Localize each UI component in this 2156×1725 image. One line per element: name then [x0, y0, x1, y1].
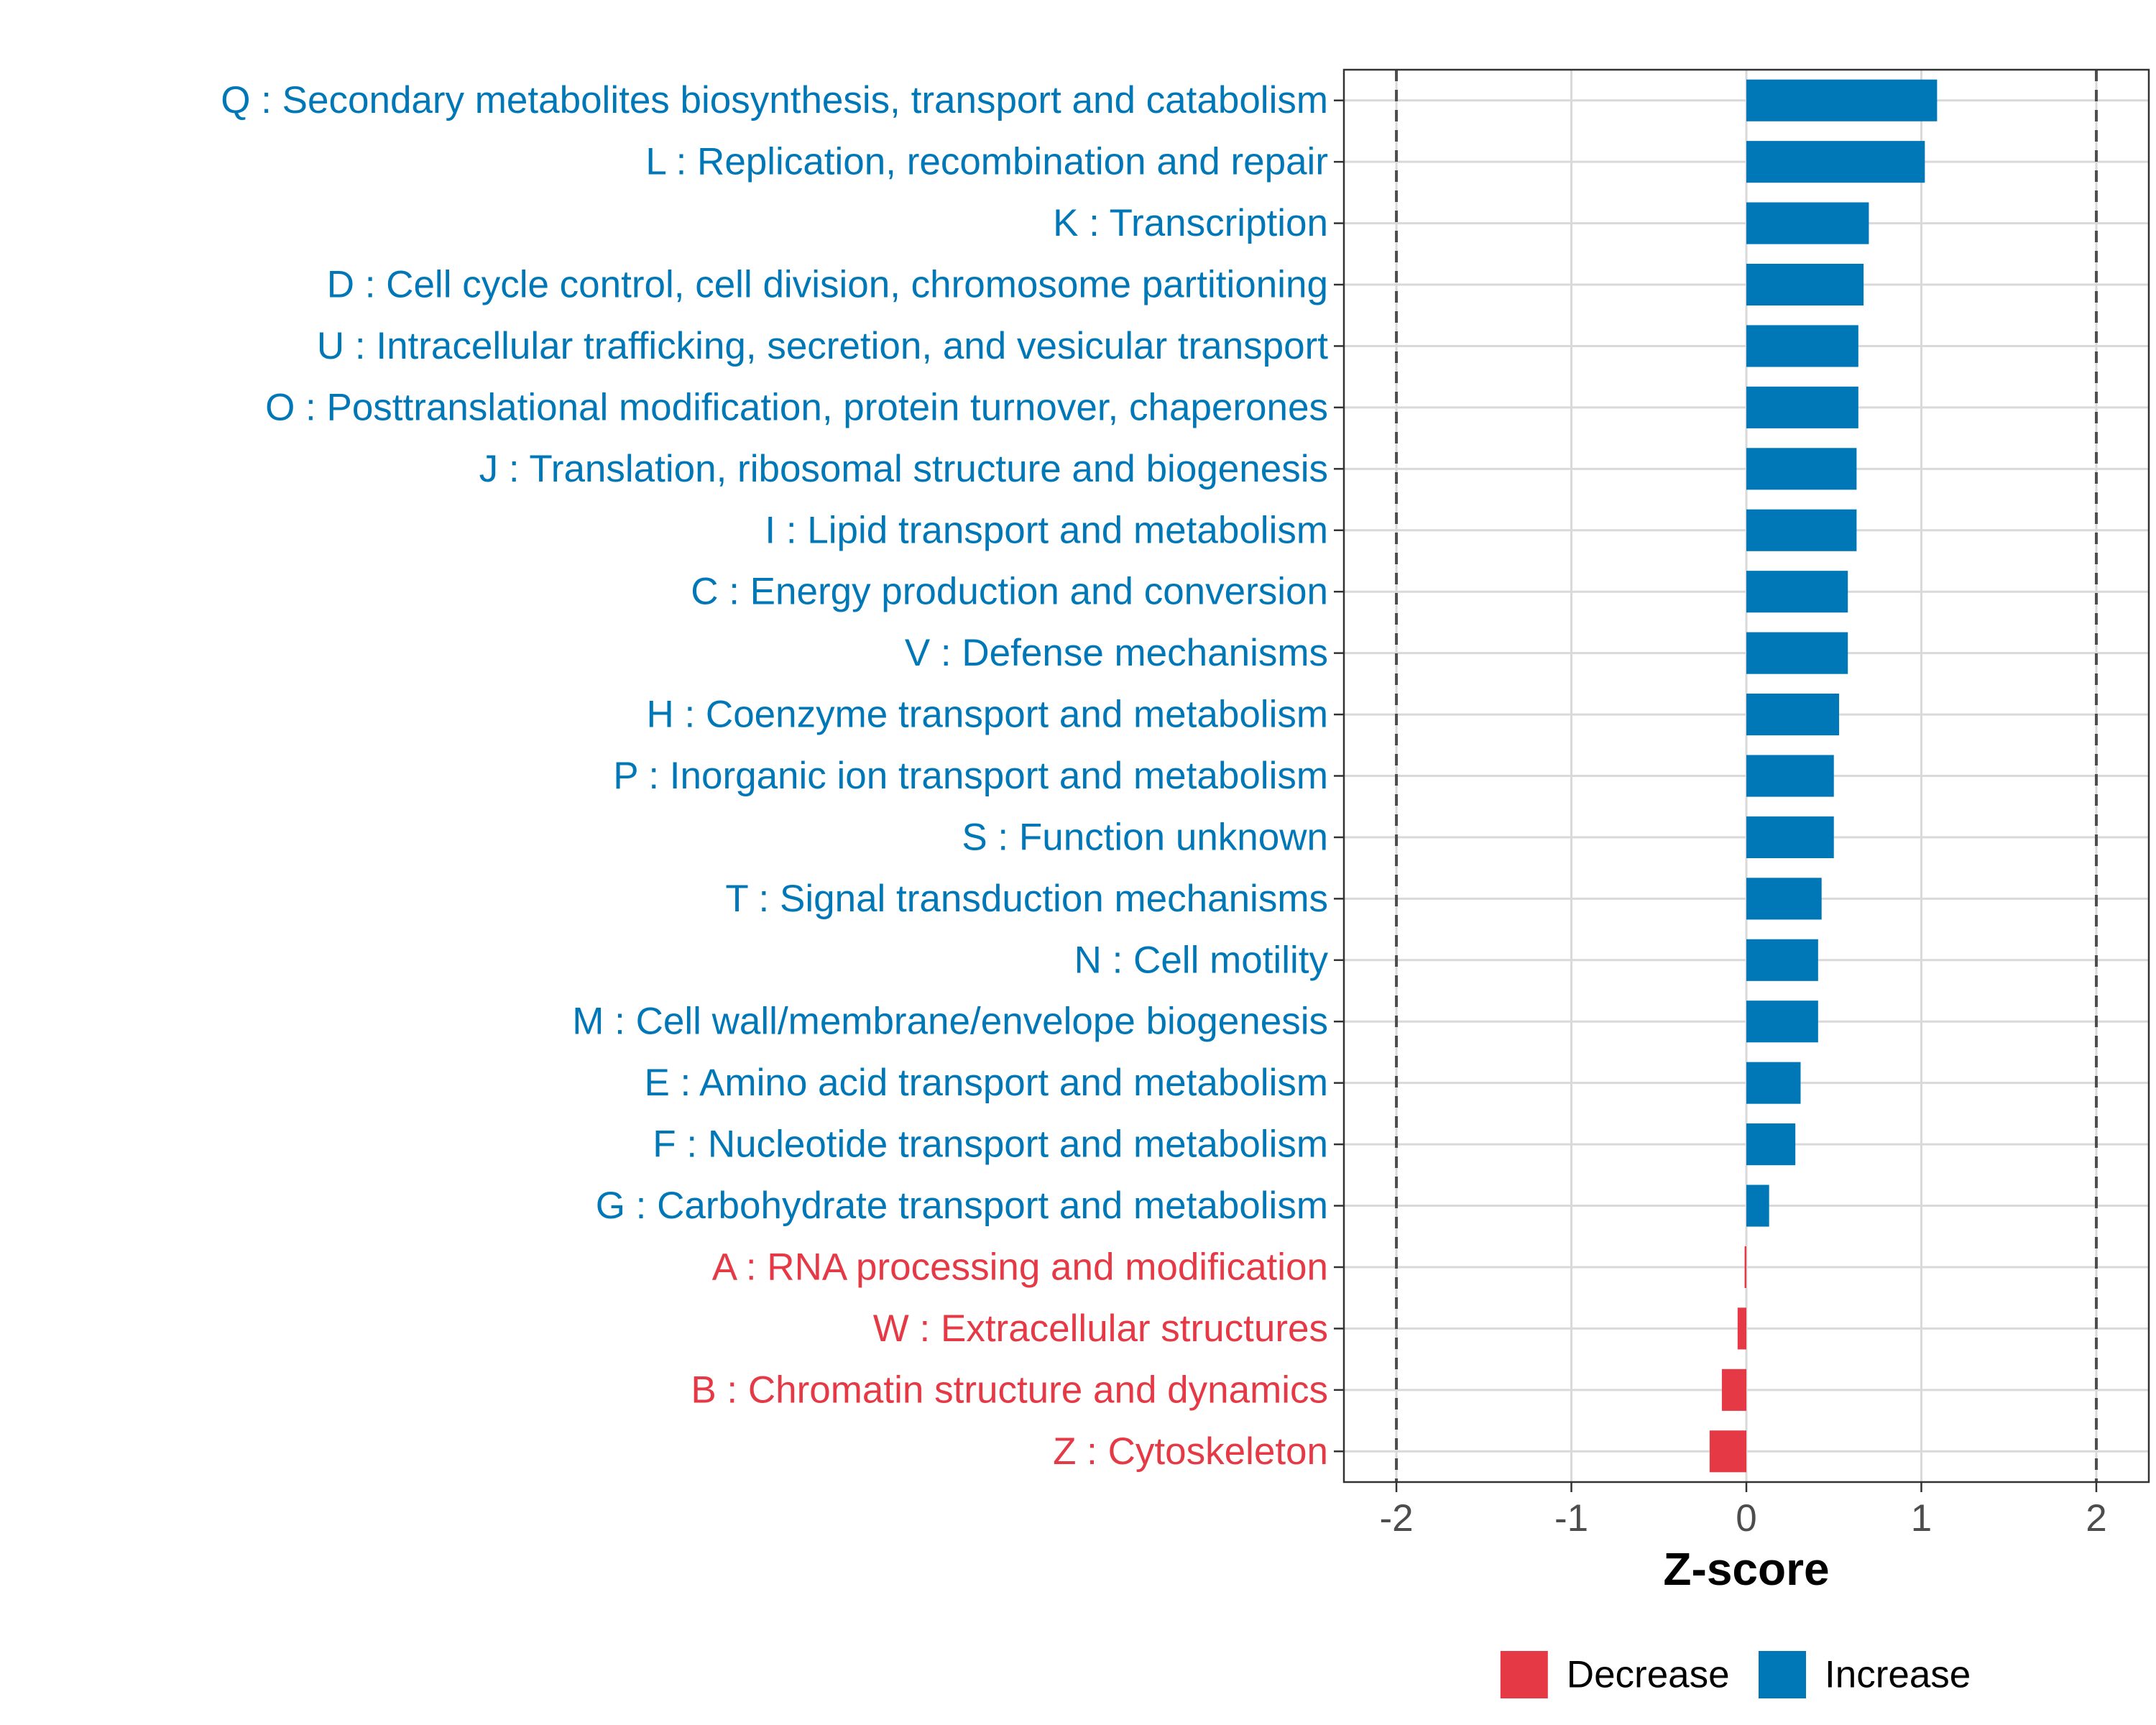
bar	[1746, 755, 1834, 797]
bar	[1746, 571, 1848, 613]
y-tick-label: F : Nucleotide transport and metabolism	[653, 1123, 1328, 1166]
y-tick-label: U : Intracellular trafficking, secretion…	[317, 325, 1328, 367]
y-tick-label: P : Inorganic ion transport and metaboli…	[613, 755, 1328, 797]
bar	[1746, 1000, 1818, 1043]
bars	[1709, 79, 1938, 1473]
legend-swatch	[1500, 1651, 1548, 1698]
y-tick-label: I : Lipid transport and metabolism	[765, 509, 1328, 551]
x-tick-label: 1	[1911, 1497, 1932, 1540]
y-tick-label: Q : Secondary metabolites biosynthesis, …	[221, 79, 1328, 121]
y-tick-label: O : Posttranslational modification, prot…	[265, 386, 1328, 428]
y-tick-label: J : Translation, ribosomal structure and…	[479, 448, 1328, 490]
bar	[1746, 816, 1834, 858]
bar	[1746, 632, 1848, 674]
x-axis-ticks	[1395, 1482, 2098, 1492]
y-tick-label: B : Chromatin structure and dynamics	[691, 1368, 1328, 1411]
y-tick-label: S : Function unknown	[962, 816, 1328, 858]
y-tick-label: D : Cell cycle control, cell division, c…	[327, 264, 1328, 306]
y-tick-label: G : Carbohydrate transport and metabolis…	[596, 1184, 1328, 1227]
bar	[1737, 1307, 1746, 1350]
y-tick-label: H : Coenzyme transport and metabolism	[646, 694, 1328, 736]
y-tick-label: L : Replication, recombination and repai…	[645, 141, 1328, 183]
y-axis-tick-labels: Q : Secondary metabolites biosynthesis, …	[221, 79, 1328, 1473]
y-tick-label: C : Energy production and conversion	[691, 571, 1328, 613]
x-tick-label: -1	[1554, 1497, 1588, 1540]
bar	[1744, 1246, 1746, 1289]
bar	[1746, 509, 1857, 551]
bar	[1746, 1123, 1796, 1166]
x-axis-tick-labels: -2 -1 0 1 2	[1379, 1497, 2106, 1540]
reference-lines	[1395, 70, 2098, 1482]
y-tick-label: V : Defense mechanisms	[905, 632, 1328, 674]
bar	[1746, 325, 1858, 367]
y-tick-label: A : RNA processing and modification	[712, 1246, 1328, 1288]
legend-label: Decrease	[1567, 1654, 1730, 1696]
y-tick-label: M : Cell wall/membrane/envelope biogenes…	[572, 1000, 1328, 1043]
bar	[1746, 141, 1925, 183]
bar	[1709, 1430, 1746, 1473]
bar	[1746, 1062, 1801, 1104]
bar	[1746, 448, 1857, 490]
bar	[1746, 386, 1858, 428]
x-tick-label: -2	[1379, 1497, 1413, 1540]
legend: Decrease Increase	[1500, 1651, 1971, 1698]
x-axis-title: Z-score	[1663, 1543, 1829, 1595]
bar	[1746, 79, 1938, 121]
y-tick-label: Z : Cytoskeleton	[1053, 1430, 1328, 1473]
y-tick-label: W : Extracellular structures	[873, 1307, 1328, 1350]
y-tick-label: T : Signal transduction mechanisms	[725, 878, 1328, 920]
bar	[1746, 694, 1840, 736]
bar	[1746, 1184, 1769, 1227]
y-tick-label: E : Amino acid transport and metabolism	[644, 1062, 1328, 1104]
bar	[1746, 878, 1822, 920]
bar	[1746, 202, 1869, 244]
y-axis-ticks	[1334, 99, 1344, 1453]
bar	[1746, 939, 1818, 981]
bar	[1746, 263, 1864, 306]
y-tick-label: K : Transcription	[1053, 202, 1328, 244]
y-tick-label: N : Cell motility	[1074, 939, 1329, 981]
x-tick-label: 0	[1736, 1497, 1756, 1540]
legend-swatch	[1759, 1651, 1806, 1698]
bar	[1721, 1368, 1746, 1411]
x-tick-label: 2	[2086, 1497, 2106, 1540]
legend-label: Increase	[1825, 1654, 1971, 1696]
